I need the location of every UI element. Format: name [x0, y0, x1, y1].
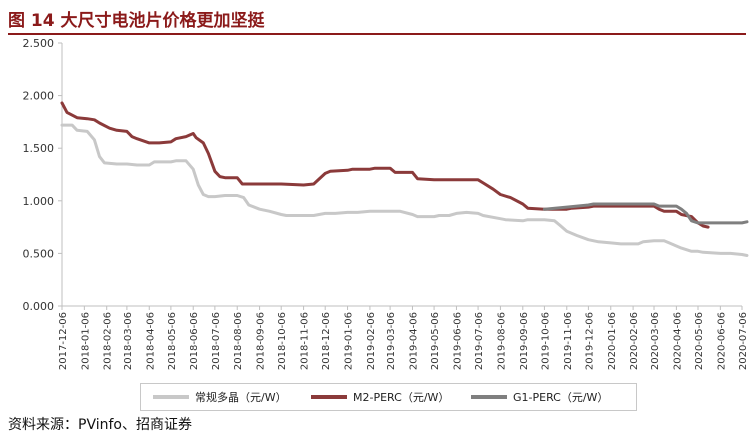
legend-item-m2: M2-PERC（元/W） — [311, 388, 449, 406]
x-tick-label: 2018-09-06 — [256, 312, 267, 370]
x-tick-label: 2018-02-06 — [103, 312, 114, 370]
y-tick-label: 1.500 — [23, 142, 55, 155]
x-tick-label: 2018-08-06 — [233, 312, 244, 370]
y-tick-label: 0.500 — [23, 247, 55, 260]
x-tick-label: 2019-03-06 — [386, 312, 397, 370]
legend-swatch-m2 — [311, 395, 347, 399]
x-tick-labels: 2017-12-06 2018-01-06 2018-02-06 2018-03-06… — [58, 312, 749, 370]
y-tick-labels: 0.000 0.500 1.000 1.500 2.000 2.500 — [23, 37, 55, 313]
x-tick-label: 2019-01-06 — [344, 312, 355, 370]
x-tick-label: 2019-12-06 — [584, 312, 595, 370]
x-tick-label: 2018-11-06 — [300, 312, 311, 370]
y-tick-label: 0.000 — [23, 300, 55, 313]
x-tick-label: 2019-02-06 — [366, 312, 377, 370]
x-tick-label: 2018-01-06 — [80, 312, 91, 370]
x-tick-label: 2019-10-06 — [540, 312, 551, 370]
x-tick-label: 2020-03-06 — [650, 312, 661, 370]
x-tick-label: 2018-06-06 — [189, 312, 200, 370]
legend-swatch-g1 — [471, 395, 507, 399]
x-tick-label: 2018-07-06 — [211, 312, 222, 370]
x-tick-label: 2019-08-06 — [496, 312, 507, 370]
x-tick-label: 2019-07-06 — [474, 312, 485, 370]
y-tick-label: 1.000 — [23, 195, 55, 208]
y-tick-label: 2.500 — [23, 37, 55, 50]
x-tick-label: 2020-05-06 — [694, 312, 705, 370]
x-tick-label: 2019-05-06 — [430, 312, 441, 370]
x-tick-label: 2019-06-06 — [452, 312, 463, 370]
x-tick-label: 2018-03-06 — [123, 312, 134, 370]
chart-axes — [58, 42, 743, 310]
x-tick-label: 2020-02-06 — [629, 312, 640, 370]
series-line-g1-perc — [542, 202, 749, 225]
x-tick-label: 2018-12-06 — [321, 312, 332, 370]
y-tick-label: 2.000 — [23, 90, 55, 103]
x-tick-label: 2019-09-06 — [519, 312, 530, 370]
legend-label-g1: G1-PERC（元/W） — [513, 391, 609, 404]
title-divider — [8, 33, 746, 35]
legend-label-poly: 常规多晶（元/W） — [195, 391, 287, 404]
x-tick-label: 2018-05-06 — [167, 312, 178, 370]
chart-series-layer — [60, 101, 749, 257]
x-tick-label: 2020-06-06 — [716, 312, 727, 370]
legend-item-poly: 常规多晶（元/W） — [153, 388, 287, 406]
price-line-chart: 0.000 0.500 1.000 1.500 2.000 2.500 2017-12-0… — [23, 37, 750, 370]
x-tick-label: 2020-07-06 — [738, 312, 749, 370]
x-tick-label: 2019-04-06 — [408, 312, 419, 370]
x-tick-label: 2020-04-06 — [672, 312, 683, 370]
x-tick-label: 2017-12-06 — [58, 312, 69, 370]
series-line-m2-perc — [60, 101, 710, 229]
chart-legend: 常规多晶（元/W） M2-PERC（元/W） G1-PERC（元/W） — [140, 383, 637, 411]
x-tick-label: 2020-01-06 — [607, 312, 618, 370]
legend-item-g1: G1-PERC（元/W） — [471, 388, 608, 406]
figure-title: 图 14 大尺寸电池片价格更加坚挺 — [8, 11, 265, 31]
series-line-poly — [60, 123, 749, 257]
legend-label-m2: M2-PERC（元/W） — [353, 391, 450, 404]
x-tick-label: 2018-04-06 — [145, 312, 156, 370]
legend-swatch-poly — [153, 395, 189, 399]
x-tick-label: 2019-11-06 — [563, 312, 574, 370]
x-tick-label: 2018-10-06 — [277, 312, 288, 370]
source-note: 资料来源：PVinfo、招商证券 — [8, 417, 192, 433]
